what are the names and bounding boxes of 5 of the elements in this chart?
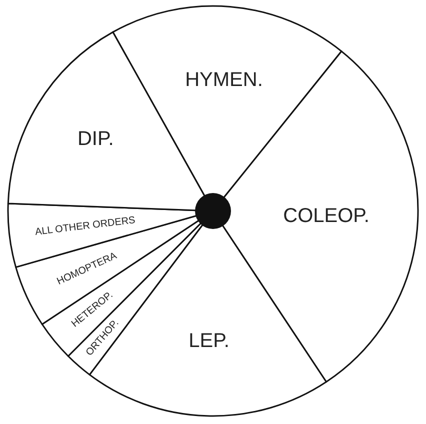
slice-label: HYMEN. (185, 69, 263, 92)
slice-label: DIP. (77, 128, 114, 150)
slice-label: LEP. (188, 330, 230, 352)
slice-label: COLEOP. (283, 205, 370, 228)
slice-label: ALL OTHER ORDERS (34, 214, 136, 238)
